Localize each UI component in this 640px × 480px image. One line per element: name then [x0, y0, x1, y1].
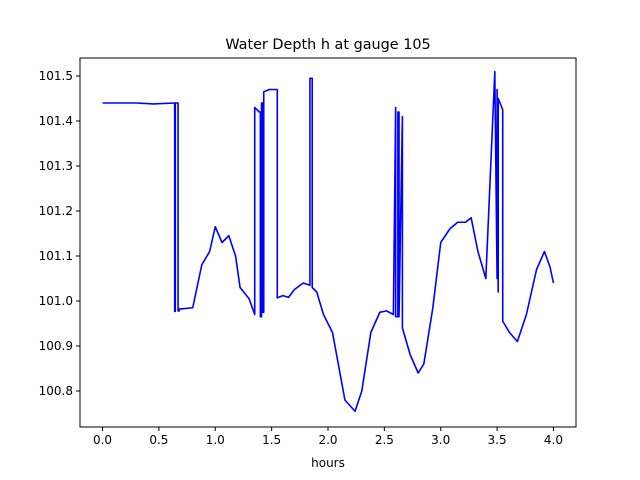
- y-tick-label: 101.0: [39, 294, 73, 308]
- chart-title: Water Depth h at gauge 105: [225, 37, 430, 53]
- x-tick-label: 2.5: [375, 433, 394, 447]
- x-tick-label: 0.0: [93, 433, 112, 447]
- y-tick-label: 101.3: [39, 159, 73, 173]
- x-axis-label: hours: [311, 456, 345, 470]
- y-tick-label: 101.4: [39, 114, 73, 128]
- x-tick-label: 3.5: [488, 433, 507, 447]
- plot-area: [102, 70, 555, 413]
- y-tick-label: 100.9: [39, 339, 73, 353]
- y-axis: 100.8 100.9 101.0 101.1 101.2 101.3 101.4 101.5: [39, 69, 80, 398]
- y-tick-label: 101.5: [39, 69, 73, 83]
- y-tick-label: 101.2: [39, 204, 73, 218]
- y-tick-label: 100.8: [39, 384, 73, 398]
- x-tick-label: 1.5: [262, 433, 281, 447]
- x-tick-label: 0.5: [149, 433, 168, 447]
- x-tick-label: 2.0: [318, 433, 337, 447]
- x-tick-label: 3.0: [431, 433, 450, 447]
- x-axis: 0.0 0.5 1.0 1.5 2.0 2.5 3.0 3.5 4.0: [93, 427, 563, 447]
- x-tick-label: 1.0: [206, 433, 225, 447]
- x-tick-label: 4.0: [544, 433, 563, 447]
- y-tick-label: 101.1: [39, 249, 73, 263]
- axes-frame: [79, 57, 577, 428]
- series-line-0: [102, 70, 555, 413]
